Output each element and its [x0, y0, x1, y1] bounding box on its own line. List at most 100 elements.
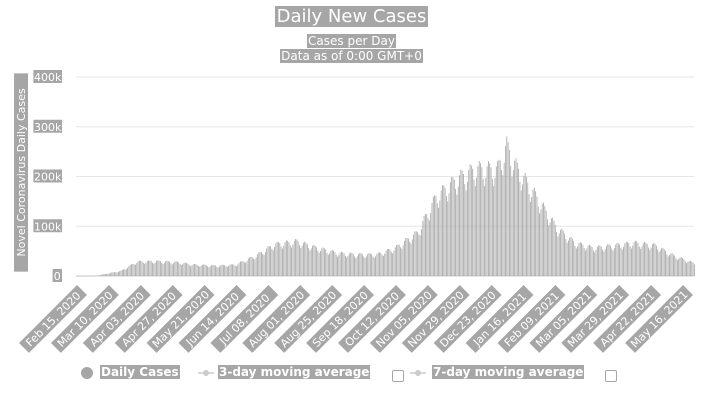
bar — [201, 264, 203, 276]
bar — [617, 243, 619, 276]
bar — [536, 196, 538, 276]
bar — [683, 259, 685, 276]
bar — [133, 264, 135, 276]
bar — [184, 262, 186, 276]
bar — [448, 193, 450, 276]
bar — [238, 262, 240, 276]
bar — [285, 240, 287, 276]
bar — [415, 231, 417, 276]
bar — [175, 261, 177, 276]
bar — [557, 236, 559, 276]
bar — [224, 265, 226, 276]
bar — [550, 218, 552, 276]
bar — [305, 242, 307, 276]
bar — [198, 265, 199, 276]
bar — [148, 260, 149, 276]
bar — [283, 245, 285, 276]
bar — [204, 264, 206, 276]
bar — [137, 261, 139, 276]
bar — [665, 250, 666, 276]
bar — [267, 246, 269, 276]
bar — [474, 186, 476, 276]
bar — [369, 253, 371, 276]
bar — [261, 252, 262, 276]
bar — [607, 244, 609, 276]
bar — [86, 275, 88, 277]
bar — [82, 275, 84, 277]
bar — [292, 244, 294, 276]
bar — [178, 262, 180, 276]
bar — [520, 190, 522, 276]
bar — [215, 265, 216, 276]
y-tick-label: 100k — [34, 220, 62, 233]
bar — [637, 242, 639, 276]
bar — [615, 244, 617, 276]
bar — [152, 262, 153, 276]
bar — [306, 244, 308, 276]
bar — [321, 248, 323, 276]
bar — [410, 243, 412, 276]
bar — [627, 242, 628, 276]
bar — [652, 244, 653, 276]
bar — [268, 246, 270, 276]
bar — [659, 250, 661, 276]
bar — [547, 219, 548, 276]
bar — [376, 254, 378, 276]
chart-title: Daily New Cases — [0, 6, 703, 27]
legend-toggle-7-day-checkbox[interactable] — [605, 370, 617, 382]
bar — [480, 163, 481, 276]
legend-label-daily-cases: Daily Cases — [100, 365, 180, 379]
bar — [472, 168, 474, 276]
x-tick-label-bg — [465, 285, 534, 353]
bar — [564, 233, 565, 276]
bar — [511, 176, 513, 276]
bar — [301, 245, 303, 276]
bar — [589, 244, 590, 276]
bar — [388, 248, 390, 276]
y-tick-label-bg — [33, 119, 62, 133]
bar — [514, 160, 516, 276]
bar — [339, 252, 341, 276]
bar — [516, 162, 518, 276]
bar — [655, 245, 657, 276]
bar — [173, 263, 174, 276]
bar — [526, 176, 527, 276]
x-tick-label-bg — [114, 285, 183, 353]
bar — [270, 246, 272, 276]
bar — [623, 246, 624, 276]
bar — [225, 266, 227, 276]
bar — [440, 190, 442, 276]
bar — [554, 224, 556, 276]
bar — [545, 210, 547, 276]
bar — [296, 239, 298, 276]
bar — [673, 254, 674, 276]
bar — [510, 165, 512, 276]
bar — [414, 231, 416, 276]
bar — [182, 264, 184, 276]
bar — [107, 273, 109, 276]
legend-toggle-3-day-checkbox[interactable] — [392, 370, 404, 382]
bar — [149, 260, 151, 276]
bar — [543, 202, 544, 276]
bar — [662, 247, 664, 276]
x-tick-label-bg — [625, 285, 693, 353]
bar — [123, 269, 125, 276]
bar — [259, 251, 261, 276]
bar — [83, 275, 85, 277]
bar — [81, 275, 83, 277]
bar — [688, 260, 690, 276]
bar — [308, 248, 310, 276]
bar — [209, 266, 211, 276]
x-tick-label: Feb 15, 2020 — [23, 289, 83, 349]
bar — [327, 254, 329, 276]
bar — [604, 249, 606, 276]
bar — [653, 242, 655, 276]
bar — [446, 196, 447, 276]
bar — [262, 253, 264, 276]
bar — [535, 191, 537, 276]
bar — [229, 264, 231, 276]
bar — [165, 261, 167, 276]
bar — [402, 245, 404, 276]
